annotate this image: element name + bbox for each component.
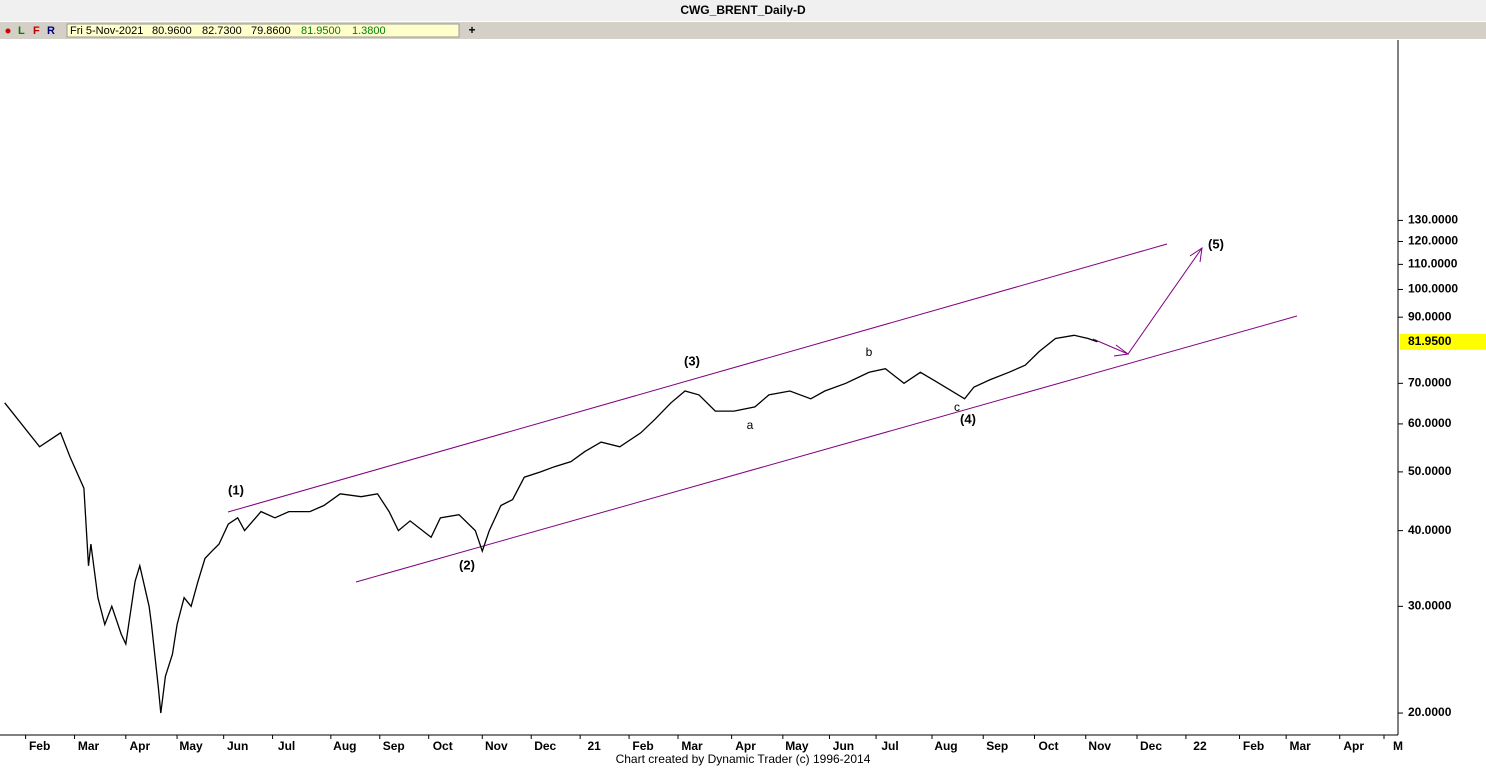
- x-tick-label: Apr: [735, 739, 756, 753]
- footer: Chart created by Dynamic Trader (c) 1996…: [616, 752, 871, 766]
- wave-label: b: [866, 345, 873, 359]
- price-line: [4, 334, 1098, 714]
- info-close: 81.9500: [301, 25, 341, 37]
- x-tick-label: Feb: [632, 739, 653, 753]
- x-tick-label: Aug: [333, 739, 356, 753]
- x-tick-label: Feb: [29, 739, 50, 753]
- x-tick-label: Nov: [1088, 739, 1111, 753]
- y-tick-label: 50.0000: [1408, 464, 1452, 478]
- x-tick-label: Apr: [129, 739, 150, 753]
- x-tick-label: Oct: [433, 739, 453, 753]
- info-date: Fri 5-Nov-2021: [70, 25, 143, 37]
- wave-label: (5): [1208, 236, 1224, 251]
- info-change: 1.3800: [352, 25, 386, 37]
- plot-area: [0, 40, 1398, 735]
- y-tick-label: 30.0000: [1408, 599, 1452, 613]
- wave-label: c: [954, 400, 960, 414]
- upper-channel: [227, 243, 1168, 513]
- info-high: 82.7300: [202, 25, 242, 37]
- wave-label: (1): [228, 482, 244, 497]
- x-tick-label: Jul: [278, 739, 295, 753]
- lower-channel: [355, 315, 1298, 583]
- last-price-box: [1400, 333, 1486, 350]
- y-tick-label: 60.0000: [1408, 416, 1452, 430]
- x-tick-label: Feb: [1243, 739, 1264, 753]
- x-tick-label: Mar: [681, 739, 703, 753]
- y-tick-label: 70.0000: [1408, 376, 1452, 390]
- x-tick-label: M: [1393, 739, 1403, 753]
- wave-label: (2): [459, 557, 475, 572]
- x-tick-label: 21: [587, 739, 601, 753]
- x-tick-label: Jul: [881, 739, 898, 753]
- button-l[interactable]: L: [18, 25, 25, 37]
- y-tick-label: 20.0000: [1408, 705, 1452, 719]
- y-tick-label: 110.0000: [1408, 257, 1458, 271]
- y-tick-label: 130.0000: [1408, 213, 1458, 227]
- y-tick-label: 90.0000: [1408, 309, 1452, 323]
- channel: [227, 243, 1298, 583]
- x-tick-label: Jun: [227, 739, 248, 753]
- button-f[interactable]: F: [33, 25, 40, 37]
- x-tick-label: Sep: [383, 739, 405, 753]
- x-tick-label: Oct: [1038, 739, 1058, 753]
- x-tick-label: Dec: [534, 739, 556, 753]
- status-dot: [5, 28, 11, 34]
- x-tick-label: Mar: [1289, 739, 1311, 753]
- wave-label: a: [747, 418, 754, 432]
- x-tick-label: May: [179, 739, 203, 753]
- y-tick-label: 120.0000: [1408, 234, 1458, 248]
- arrow-head: [1113, 344, 1130, 357]
- y-tick-label: 100.0000: [1408, 282, 1458, 296]
- chart-title: CWG_BRENT_Daily-D: [680, 3, 806, 17]
- wave-label: (3): [684, 353, 700, 368]
- add-button[interactable]: +: [468, 23, 475, 37]
- y-tick-label: 40.0000: [1408, 523, 1452, 537]
- x-tick-label: May: [785, 739, 809, 753]
- x-tick-label: 22: [1193, 739, 1207, 753]
- info-box: [66, 23, 460, 38]
- title-bar: [0, 0, 1486, 21]
- last-price-label: 81.9500: [1408, 334, 1452, 348]
- arrow-head: [1189, 246, 1203, 263]
- info-low: 79.8600: [251, 25, 291, 37]
- wave-label: (4): [960, 411, 976, 426]
- info-open: 80.9600: [152, 25, 192, 37]
- x-tick-label: Sep: [986, 739, 1008, 753]
- x-tick-label: Apr: [1343, 739, 1364, 753]
- x-tick-label: Mar: [78, 739, 100, 753]
- button-r[interactable]: R: [47, 25, 55, 37]
- x-tick-label: Jun: [833, 739, 854, 753]
- x-tick-label: Nov: [485, 739, 508, 753]
- x-tick-label: Aug: [934, 739, 957, 753]
- x-tick-label: Dec: [1140, 739, 1162, 753]
